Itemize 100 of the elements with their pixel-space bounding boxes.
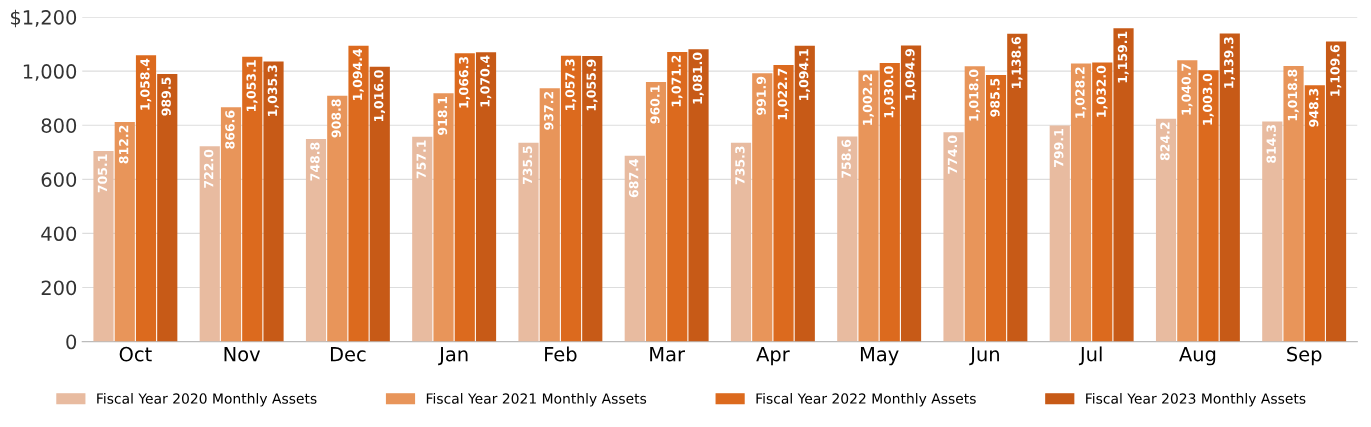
- bar: [794, 45, 815, 342]
- data-label: 799.1: [1053, 129, 1064, 167]
- data-label: 1,094.9: [905, 49, 917, 100]
- data-label: 1,081.0: [692, 52, 704, 104]
- bar: [1283, 66, 1304, 342]
- bar: [943, 132, 964, 342]
- bar: [220, 107, 242, 342]
- data-label: 1,035.3: [267, 65, 279, 116]
- bar: [1113, 28, 1134, 342]
- data-label: 1,016.0: [373, 70, 385, 122]
- bar: [730, 142, 752, 342]
- data-label: 757.1: [416, 140, 426, 179]
- data-label: 1,094.4: [352, 48, 364, 100]
- bar: [1325, 41, 1347, 342]
- bar: [858, 70, 879, 342]
- bar: [773, 65, 794, 342]
- y-tick-label: $1,200: [10, 9, 77, 28]
- bar: [985, 75, 1007, 342]
- data-label: 1,071.2: [671, 55, 683, 107]
- x-tick-label: Jun: [969, 347, 999, 366]
- data-label: 758.6: [841, 139, 851, 178]
- bar: [837, 136, 858, 342]
- x-tick-label: Apr: [756, 347, 790, 366]
- bar: [1049, 125, 1070, 342]
- bar: [369, 66, 390, 342]
- data-label: 1,109.6: [1330, 44, 1342, 96]
- bar: [752, 73, 773, 342]
- data-label: 1,070.4: [480, 55, 492, 107]
- data-label: 985.5: [990, 78, 1000, 117]
- bar: [582, 56, 603, 342]
- bar: [1177, 60, 1198, 342]
- bar: [114, 121, 135, 342]
- data-label: 687.4: [628, 158, 639, 198]
- bar: [1304, 85, 1325, 342]
- data-label: 1,018.8: [1287, 69, 1299, 121]
- data-label: 1,053.1: [246, 60, 258, 112]
- y-tick-label: 400: [41, 226, 77, 242]
- data-label: 735.3: [735, 146, 745, 185]
- bar: [263, 61, 284, 342]
- y-tick-label: 200: [41, 280, 77, 296]
- y-tick-label: 800: [41, 118, 77, 133]
- x-tick-label: Dec: [330, 347, 366, 362]
- data-label: 1,139.3: [1223, 37, 1236, 88]
- legend-label: Fiscal Year 2021 Monthly Assets: [426, 393, 647, 407]
- bar: [667, 51, 688, 342]
- x-tick-label: Feb: [545, 346, 577, 362]
- bar: [1092, 62, 1113, 342]
- bar: [539, 88, 560, 342]
- data-label: 824.2: [1160, 122, 1170, 161]
- legend-label: Fiscal Year 2022 Monthly Assets: [756, 393, 976, 407]
- bar: [475, 52, 497, 342]
- bar: [157, 74, 178, 342]
- data-label: 960.1: [650, 85, 660, 124]
- bar: [433, 93, 454, 342]
- data-label: 1,057.3: [565, 59, 577, 110]
- bar: [688, 49, 709, 342]
- data-label: 1,066.3: [458, 56, 470, 108]
- data-label: 1,055.9: [586, 59, 598, 111]
- data-label: 991.9: [756, 76, 766, 115]
- data-label: 1,058.4: [140, 58, 152, 110]
- bar: [242, 56, 263, 342]
- bar: [1007, 33, 1028, 342]
- bar: [964, 66, 985, 342]
- legend-label: Fiscal Year 2023 Monthly Assets: [1086, 393, 1306, 407]
- data-label: 735.5: [522, 146, 533, 185]
- bar: [560, 55, 582, 342]
- data-label: 918.1: [437, 96, 448, 135]
- bar: [900, 45, 922, 342]
- bar: [135, 55, 157, 342]
- bar: [93, 150, 114, 342]
- bar: [348, 45, 369, 342]
- bar: [327, 95, 348, 342]
- data-label: 866.6: [225, 110, 235, 149]
- bar: [1070, 63, 1092, 342]
- data-label: 1,032.0: [1096, 65, 1108, 117]
- x-tick-label: Aug: [1179, 347, 1216, 366]
- data-label: 1,022.7: [777, 68, 789, 120]
- data-label: 1,018.0: [968, 69, 981, 121]
- x-tick-label: Mar: [650, 347, 685, 362]
- data-label: 1,159.1: [1117, 31, 1129, 83]
- bar: [1262, 121, 1283, 342]
- data-label: 748.8: [310, 142, 320, 181]
- bar: [1198, 70, 1219, 342]
- data-label: 812.2: [118, 125, 129, 164]
- data-label: 705.1: [97, 154, 108, 193]
- data-label: 1,094.1: [798, 49, 810, 100]
- data-label: 908.8: [331, 99, 341, 138]
- data-label: 774.0: [947, 135, 958, 174]
- bar: [1155, 118, 1177, 342]
- bar: [624, 155, 645, 342]
- y-tick-label: 600: [41, 172, 77, 187]
- data-label: 989.5: [161, 77, 171, 116]
- bar: [879, 63, 900, 342]
- x-tick-label: Nov: [224, 347, 261, 362]
- data-label: 814.3: [1266, 125, 1276, 163]
- x-tick-label: Oct: [119, 346, 152, 362]
- data-label: 937.2: [543, 91, 554, 130]
- bar: [645, 81, 667, 342]
- y-tick-label: 1,000: [23, 64, 77, 81]
- data-label: 1,040.7: [1181, 63, 1193, 115]
